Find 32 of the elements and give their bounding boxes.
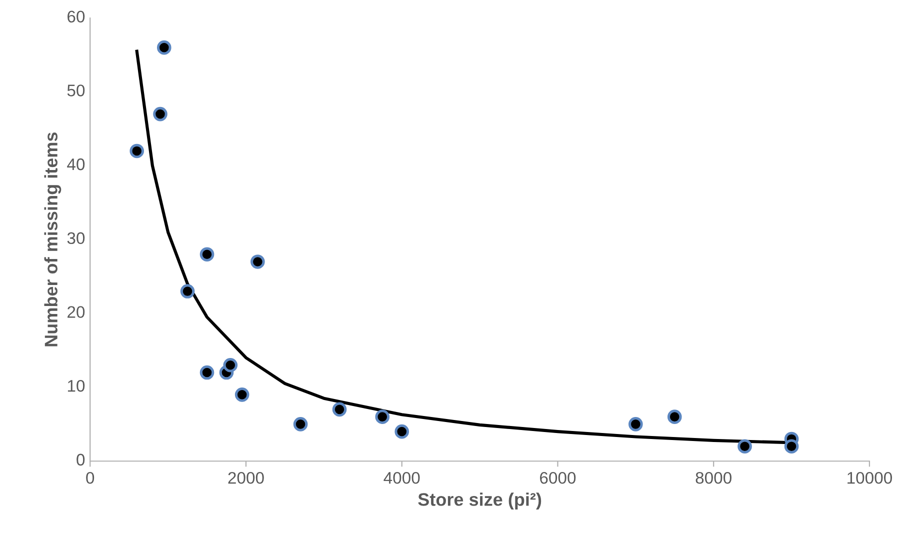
y-tick-label: 50 — [67, 84, 85, 96]
y-tick-label: 20 — [68, 306, 85, 318]
y-tick-label: 60 — [68, 10, 85, 23]
point — [156, 40, 172, 55]
y-tick-label: 10 — [68, 380, 85, 392]
point — [180, 284, 195, 298]
y-tick-label: 30 — [67, 232, 85, 244]
point — [153, 106, 168, 122]
y-tick-label: 40 — [67, 158, 85, 170]
point — [223, 358, 238, 372]
point — [332, 402, 347, 417]
point — [738, 439, 752, 454]
x-tick-label: 2000 — [228, 472, 264, 484]
x-tick-label: 0 — [86, 472, 94, 484]
point — [234, 388, 250, 402]
point — [375, 410, 390, 424]
point — [667, 410, 682, 424]
point — [200, 247, 214, 262]
point — [200, 365, 214, 380]
point — [293, 417, 308, 432]
point — [250, 254, 265, 269]
x-tick-label: 4000 — [384, 472, 420, 484]
x-tick-label: 10000 — [848, 472, 892, 484]
point — [394, 424, 409, 439]
point — [628, 417, 643, 432]
x-tick-label: 8000 — [696, 472, 732, 484]
x-tick-label: 6000 — [540, 472, 576, 484]
y-axis-title: Number of missing items — [44, 132, 62, 346]
x-axis-title: Store size (pi²) — [418, 492, 542, 510]
y-tick-label: 0 — [76, 454, 85, 466]
point — [130, 144, 144, 158]
point — [784, 439, 799, 454]
